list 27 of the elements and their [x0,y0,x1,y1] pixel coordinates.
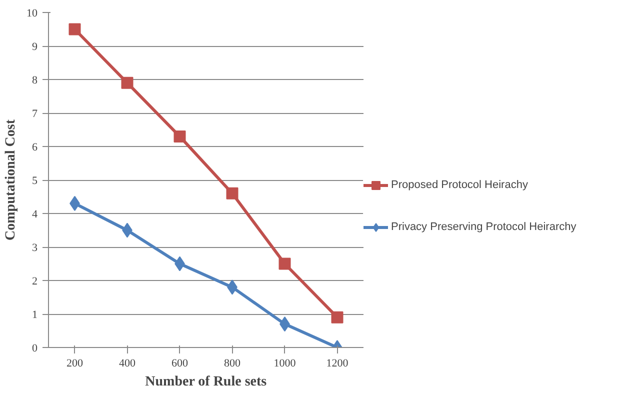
y-axis-title: Computational Cost [4,119,18,240]
legend-label: Privacy Preserving Protocol Heirarchy [391,221,576,233]
point [331,311,344,324]
y-tick-label: 3 [32,242,38,254]
y-tick-label: 2 [32,276,38,288]
y-tick-label: 0 [32,342,38,354]
x-axis-title: Number of Rule sets [145,374,268,390]
point [278,258,291,270]
point [68,23,81,36]
x-tick-label: 1000 [274,358,296,370]
x-tick-label: 400 [119,358,136,370]
y-tick-label: 9 [32,41,38,53]
x-tick-label: 800 [224,358,241,370]
legend-label: Proposed Protocol Heirachy [391,179,528,191]
point [121,76,134,89]
y-tick-label: 1 [32,309,38,321]
y-tick-label: 6 [32,142,38,154]
y-tick-label: 7 [32,108,38,120]
point [174,130,186,142]
y-tick-label: 8 [32,74,38,86]
y-tick-label: 4 [32,208,38,220]
x-tick-label: 1200 [326,358,349,370]
y-tick-label: 5 [32,175,38,187]
x-tick-label: 600 [172,358,188,370]
x-tick-label: 200 [66,358,84,370]
y-tick-label: 10 [26,8,38,20]
point [226,187,238,200]
